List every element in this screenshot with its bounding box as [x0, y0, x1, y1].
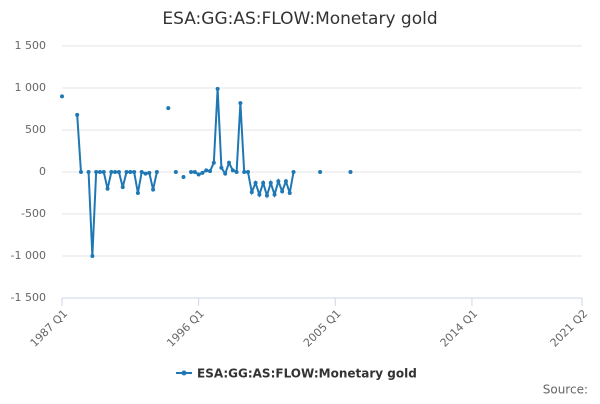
- point: [94, 170, 99, 174]
- point: [223, 171, 228, 176]
- point: [227, 160, 232, 165]
- point: [230, 168, 235, 173]
- x-tick-label: 2021 Q2: [548, 307, 591, 350]
- point: [154, 170, 159, 174]
- point: [86, 170, 91, 174]
- point: [253, 180, 258, 185]
- legend-marker: [181, 370, 187, 376]
- point: [181, 175, 186, 180]
- chart-title: ESA:GG:AS:FLOW:Monetary gold: [162, 9, 437, 29]
- y-tick-label: 500: [25, 123, 46, 136]
- point: [75, 112, 80, 117]
- point: [272, 192, 277, 197]
- point: [276, 179, 281, 184]
- point: [97, 170, 102, 174]
- point: [238, 101, 243, 106]
- point: [101, 170, 106, 174]
- point: [196, 172, 201, 177]
- point: [139, 170, 144, 174]
- point: [132, 170, 137, 174]
- point: [318, 170, 323, 174]
- point: [120, 185, 125, 190]
- point: [249, 190, 254, 195]
- legend-label: ESA:GG:AS:FLOW:Monetary gold: [197, 367, 417, 381]
- point: [257, 192, 262, 197]
- point: [151, 187, 156, 192]
- point: [143, 171, 148, 176]
- point: [113, 170, 118, 174]
- point: [268, 180, 273, 185]
- point: [192, 170, 197, 174]
- point: [90, 254, 95, 258]
- point: [116, 170, 121, 174]
- y-tick-label: -1 500: [11, 291, 46, 304]
- point: [264, 193, 269, 198]
- point: [109, 170, 114, 174]
- point: [280, 189, 285, 194]
- y-tick-label: -500: [21, 207, 46, 220]
- point: [215, 86, 220, 91]
- point: [245, 170, 250, 174]
- point: [147, 170, 152, 175]
- point: [128, 170, 133, 174]
- point: [219, 165, 224, 170]
- point: [124, 170, 129, 174]
- point: [261, 180, 266, 185]
- point: [242, 170, 247, 174]
- point: [211, 160, 216, 165]
- y-tick-label: 0: [39, 165, 46, 178]
- source: Source:: [543, 383, 588, 397]
- point: [291, 170, 296, 174]
- point: [234, 170, 239, 174]
- point: [166, 106, 171, 111]
- point: [135, 191, 140, 195]
- x-tick-label: 2005 Q1: [301, 307, 344, 350]
- x-tick-label: 2014 Q1: [438, 307, 481, 350]
- point: [208, 169, 213, 174]
- x-tick-label: 1996 Q1: [164, 307, 207, 350]
- point: [189, 170, 194, 174]
- point: [348, 170, 353, 174]
- y-tick-label: 1 000: [15, 81, 47, 94]
- point: [60, 94, 64, 99]
- y-tick-label: -1 000: [11, 249, 46, 262]
- point: [204, 168, 209, 173]
- y-tick-label: 1 500: [15, 39, 47, 52]
- point: [200, 170, 205, 175]
- point: [173, 170, 178, 174]
- point: [287, 191, 292, 195]
- point: [283, 179, 288, 184]
- x-tick-label: 1987 Q1: [28, 307, 71, 350]
- point: [105, 186, 110, 191]
- point: [78, 170, 83, 174]
